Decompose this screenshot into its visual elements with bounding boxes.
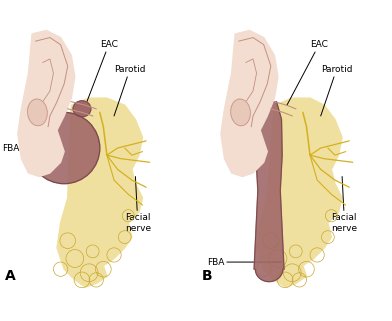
Text: Facial
nerve: Facial nerve [125,177,151,232]
Text: FBA: FBA [207,257,281,266]
Polygon shape [18,30,75,177]
Ellipse shape [29,112,100,184]
Polygon shape [254,102,284,282]
Ellipse shape [231,99,250,126]
Polygon shape [221,30,278,177]
Text: A: A [5,269,16,283]
Text: FBA: FBA [2,143,29,152]
Text: EAC: EAC [85,40,118,105]
Polygon shape [257,98,342,287]
Text: Parotid: Parotid [321,65,352,116]
Text: Parotid: Parotid [114,65,145,116]
Text: EAC: EAC [287,40,328,105]
Ellipse shape [27,99,47,126]
Polygon shape [57,98,143,287]
Ellipse shape [73,101,91,117]
Text: Facial
nerve: Facial nerve [331,177,358,232]
Text: B: B [201,269,212,283]
